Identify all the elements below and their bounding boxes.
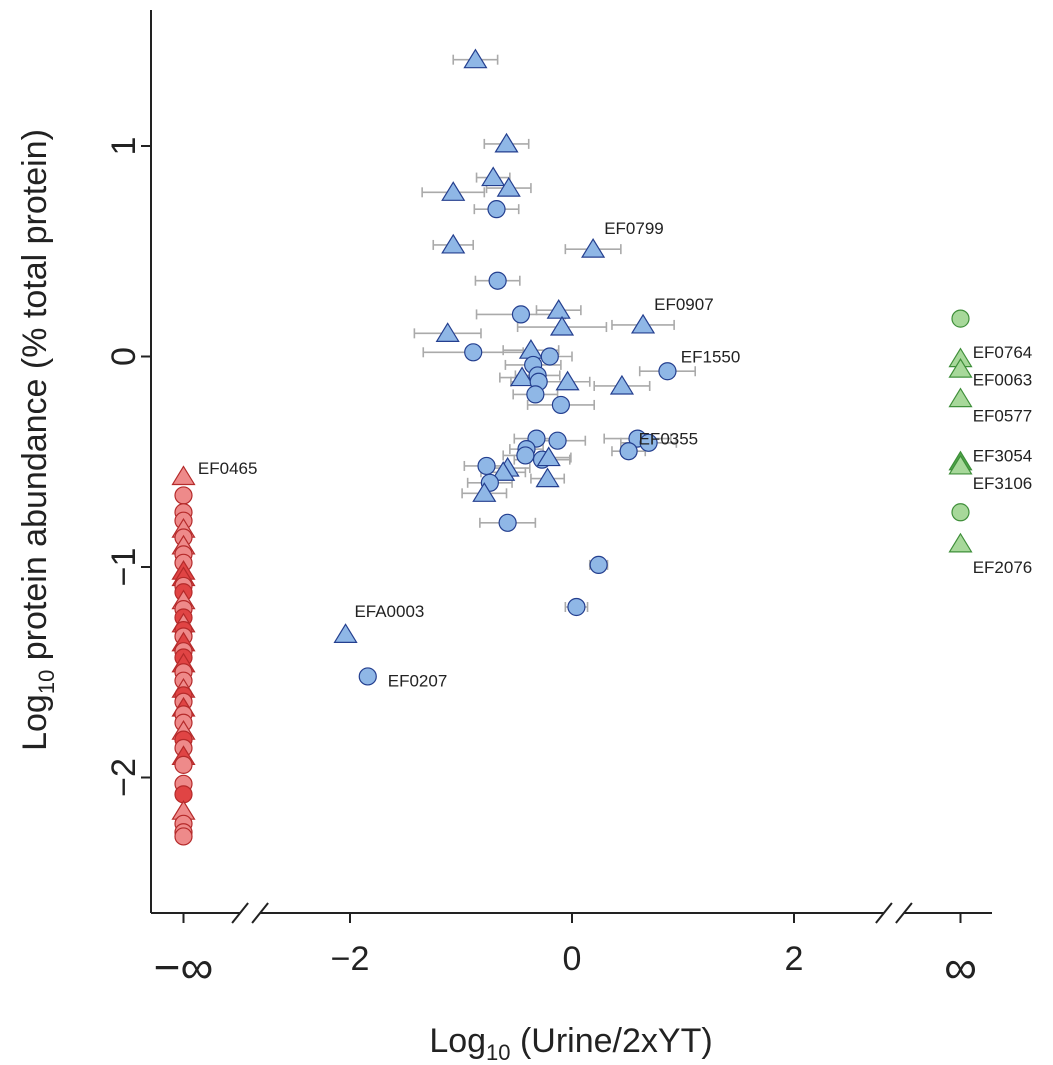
data-point-triangle bbox=[549, 315, 575, 336]
point-annotation-label: EF0764 bbox=[973, 343, 1033, 362]
data-point-triangle bbox=[171, 465, 196, 486]
data-point-circle bbox=[639, 433, 658, 452]
point-annotation-label: EF0799 bbox=[604, 219, 664, 238]
data-point-circle bbox=[526, 385, 545, 404]
data-point-circle bbox=[551, 395, 571, 415]
y-axis-title: Log10 protein abundance (% total protein… bbox=[16, 129, 59, 751]
data-point-circle bbox=[511, 305, 531, 324]
y-tick-label: 0 bbox=[105, 347, 143, 366]
data-point-triangle bbox=[481, 166, 506, 187]
axis-break-mark bbox=[251, 902, 269, 924]
data-point-circle bbox=[951, 503, 970, 522]
data-point-triangle bbox=[630, 313, 656, 334]
data-point-circle bbox=[567, 597, 586, 617]
point-annotation-label: EF0465 bbox=[198, 459, 258, 478]
data-point-triangle bbox=[333, 623, 358, 643]
x-tick-label: −2 bbox=[331, 940, 370, 978]
data-point-triangle bbox=[948, 387, 973, 408]
data-point-circle bbox=[516, 446, 535, 465]
x-tick-label: 0 bbox=[563, 940, 582, 978]
axis-break-mark bbox=[875, 902, 893, 924]
data-point-triangle bbox=[509, 366, 535, 387]
data-point-triangle bbox=[535, 467, 560, 488]
data-point-circle bbox=[951, 309, 970, 328]
y-tick-label: −1 bbox=[105, 548, 143, 587]
point-annotation-label: EF0207 bbox=[388, 672, 448, 691]
data-point-triangle bbox=[536, 446, 561, 467]
data-point-triangle bbox=[609, 374, 635, 395]
data-point-triangle bbox=[472, 482, 497, 502]
y-tick-label: 1 bbox=[105, 137, 143, 156]
data-point-circle bbox=[464, 343, 483, 362]
x-infinity-tick-label: −∞ bbox=[154, 941, 214, 993]
data-point-circle bbox=[174, 827, 193, 846]
point-annotation-label: EF2076 bbox=[973, 558, 1033, 577]
data-point-circle bbox=[174, 486, 193, 505]
data-point-triangle bbox=[948, 357, 973, 378]
data-point-circle bbox=[619, 442, 638, 461]
data-point-triangle bbox=[948, 454, 973, 475]
data-point-triangle bbox=[496, 176, 521, 197]
data-point-triangle bbox=[546, 299, 571, 319]
data-point-triangle bbox=[581, 237, 606, 258]
data-point-triangle bbox=[441, 181, 466, 201]
data-point-triangle bbox=[948, 532, 973, 553]
x-tick-label: 2 bbox=[785, 940, 804, 978]
data-point-circle bbox=[589, 555, 608, 574]
data-point-circle bbox=[548, 431, 567, 450]
x-axis-title: Log10 (Urine/2xYT) bbox=[429, 1022, 712, 1065]
point-annotation-label: EFA0003 bbox=[354, 602, 424, 621]
data-point-circle bbox=[540, 347, 559, 366]
axes: 1 0 −1 −2 −2 0 2 −∞ ∞ bbox=[105, 10, 992, 993]
data-point-triangle bbox=[441, 233, 466, 254]
point-annotation-label: EF0063 bbox=[973, 371, 1033, 390]
point-annotation-label: EF0577 bbox=[973, 406, 1033, 425]
axis-break-mark bbox=[895, 902, 913, 924]
data-point-circle bbox=[477, 456, 496, 476]
data-point-circle bbox=[174, 755, 193, 774]
data-point-triangle bbox=[555, 370, 580, 391]
point-annotation-label: EF0355 bbox=[639, 430, 699, 449]
point-annotation-label: EF3106 bbox=[973, 474, 1033, 493]
point-annotation-label: EF1550 bbox=[681, 347, 741, 366]
axis-break-mark bbox=[231, 902, 249, 924]
data-point-circle bbox=[487, 200, 506, 219]
point-annotations: EF0799 EF0907 EF1550 EF0355 EFA0003 EF0207 EF0… bbox=[198, 219, 1032, 691]
data-points bbox=[171, 48, 973, 846]
x-infinity-tick-label: ∞ bbox=[944, 941, 977, 993]
data-point-triangle bbox=[494, 132, 519, 153]
data-point-triangle bbox=[491, 461, 516, 481]
data-point-circle bbox=[498, 513, 517, 532]
data-point-triangle bbox=[435, 322, 460, 342]
data-point-circle bbox=[488, 271, 507, 290]
point-annotation-label: EF0907 bbox=[654, 295, 714, 314]
data-point-circle bbox=[658, 362, 677, 381]
data-point-triangle bbox=[463, 48, 488, 69]
data-point-circle bbox=[358, 667, 377, 686]
y-tick-label: −2 bbox=[105, 758, 143, 797]
point-annotation-label: EF3054 bbox=[973, 446, 1033, 465]
